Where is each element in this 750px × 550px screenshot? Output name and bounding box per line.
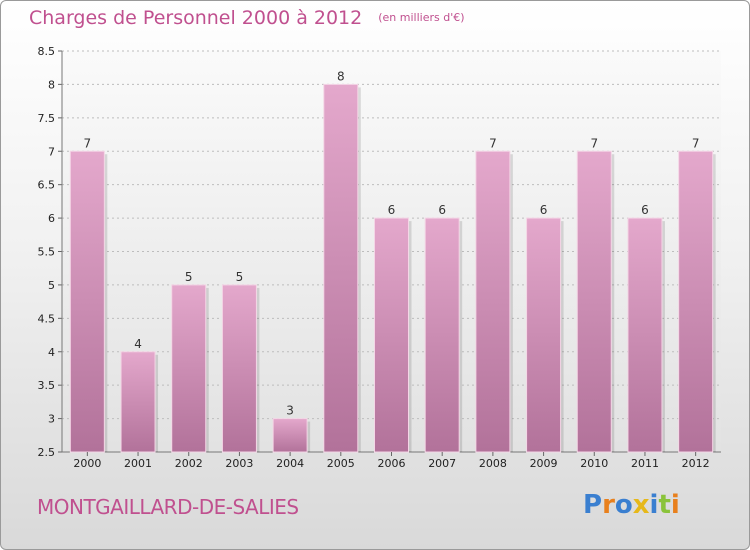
x-tick-label: 2011 bbox=[631, 457, 659, 470]
y-tick-label: 3.5 bbox=[38, 379, 56, 392]
bar bbox=[526, 217, 562, 453]
x-tick-label: 2012 bbox=[682, 457, 710, 470]
bar bbox=[272, 418, 308, 453]
x-tick-label: 2007 bbox=[428, 457, 456, 470]
bar-value-label: 6 bbox=[641, 203, 649, 217]
x-tick-label: 2005 bbox=[327, 457, 355, 470]
bar-value-label: 7 bbox=[489, 136, 497, 150]
logo-letter: o bbox=[614, 490, 633, 520]
y-tick-label: 3 bbox=[48, 413, 55, 426]
logo-letter: t bbox=[658, 490, 671, 520]
bar-value-label: 7 bbox=[590, 136, 598, 150]
x-tick-label: 2008 bbox=[479, 457, 507, 470]
bar bbox=[69, 150, 105, 453]
bar bbox=[627, 217, 663, 453]
bar bbox=[475, 150, 511, 453]
bar-value-label: 8 bbox=[337, 69, 345, 83]
bar-value-label: 6 bbox=[388, 203, 396, 217]
y-tick-label: 2.5 bbox=[38, 446, 56, 459]
x-tick-label: 2002 bbox=[175, 457, 203, 470]
logo-letter: P bbox=[583, 490, 603, 520]
y-tick-label: 6 bbox=[48, 212, 55, 225]
bar bbox=[120, 351, 156, 453]
y-tick-label: 4 bbox=[48, 346, 55, 359]
bar-value-label: 3 bbox=[286, 404, 294, 418]
x-tick-label: 2000 bbox=[73, 457, 101, 470]
bar-value-label: 6 bbox=[540, 203, 548, 217]
y-tick-label: 6.5 bbox=[38, 179, 56, 192]
logo-letter: r bbox=[602, 490, 615, 520]
bar bbox=[424, 217, 460, 453]
chart-unit-note: (en milliers d'€) bbox=[378, 11, 465, 24]
plot-area: 2.5 3 3.5 4 4.5 5 5.5 6 6.5 7 7.5 8 8.5 7 2000 4 2001 5 20… bbox=[38, 45, 721, 470]
y-tick-label: 5 bbox=[48, 279, 55, 292]
bar bbox=[171, 284, 207, 453]
x-tick-label: 2003 bbox=[225, 457, 253, 470]
bar bbox=[221, 284, 257, 453]
bar-value-label: 4 bbox=[134, 337, 142, 351]
bar bbox=[374, 217, 409, 453]
logo-letter: i bbox=[670, 490, 680, 520]
bar-value-label: 6 bbox=[438, 203, 446, 217]
y-tick-label: 7 bbox=[48, 145, 55, 158]
chart-title-text: Charges de Personnel 2000 à 2012 bbox=[29, 7, 363, 29]
y-tick-label: 8.5 bbox=[38, 45, 56, 58]
proxiti-logo: Proxiti bbox=[583, 490, 680, 520]
bar bbox=[323, 83, 359, 453]
bar-value-label: 5 bbox=[185, 270, 193, 284]
y-tick-label: 7.5 bbox=[38, 112, 56, 125]
bar bbox=[678, 150, 714, 453]
bar-value-label: 5 bbox=[236, 270, 244, 284]
bar-value-label: 7 bbox=[84, 136, 92, 150]
chart-title: Charges de Personnel 2000 à 2012 (en mill… bbox=[29, 7, 465, 29]
y-tick-label: 4.5 bbox=[38, 312, 56, 325]
x-tick-label: 2006 bbox=[378, 457, 406, 470]
x-tick-label: 2009 bbox=[530, 457, 558, 470]
logo-letter: x bbox=[632, 490, 650, 520]
y-tick-label: 8 bbox=[48, 78, 55, 91]
x-tick-label: 2004 bbox=[276, 457, 304, 470]
x-tick-label: 2001 bbox=[124, 457, 152, 470]
place-name: MONTGAILLARD-DE-SALIES bbox=[37, 495, 299, 519]
bar bbox=[576, 150, 612, 453]
y-tick-label: 5.5 bbox=[38, 246, 56, 259]
logo-letter: i bbox=[649, 490, 659, 520]
x-tick-label: 2010 bbox=[580, 457, 608, 470]
bar-value-label: 7 bbox=[692, 136, 700, 150]
